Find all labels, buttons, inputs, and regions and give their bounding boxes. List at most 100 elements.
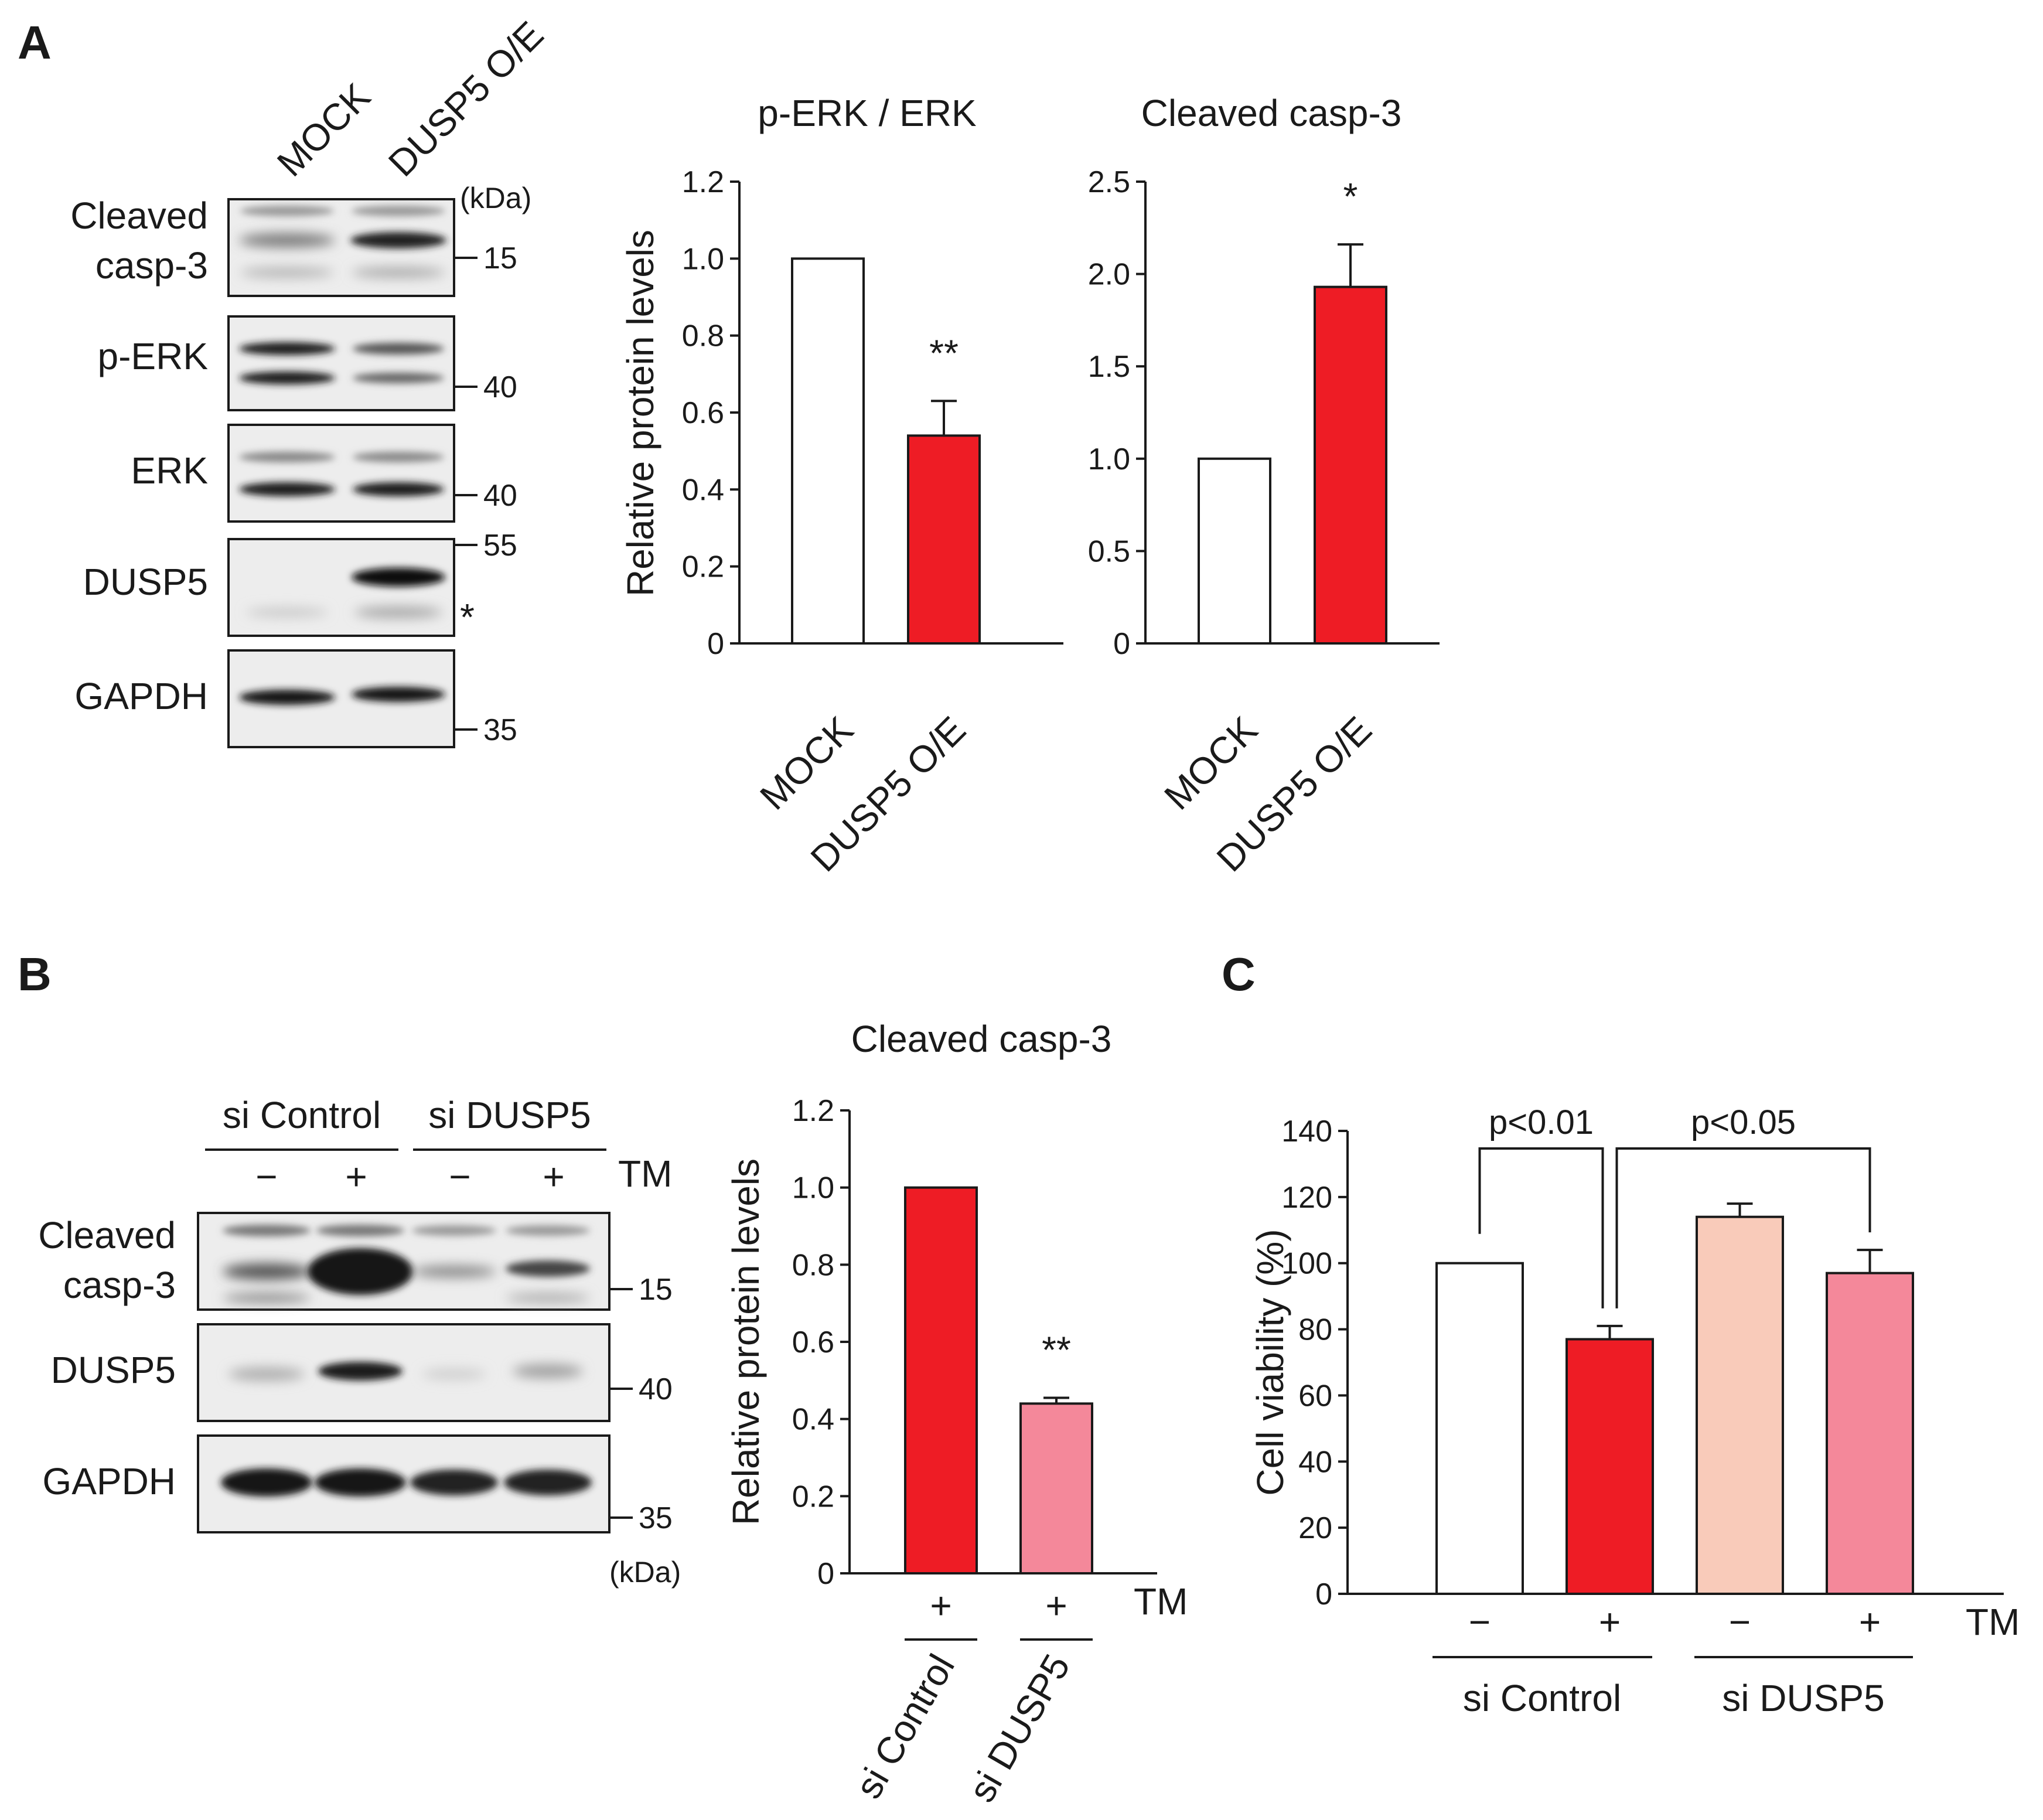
lane-label-dusp5-oe: DUSP5 O/E bbox=[380, 13, 551, 185]
kda-label-b: (kDa) bbox=[609, 1556, 681, 1589]
marker-label: 35 bbox=[483, 713, 517, 747]
blot-label: GAPDH bbox=[42, 1460, 176, 1502]
blot-b-gapdh: GAPDH 35 bbox=[42, 1434, 673, 1535]
panel-c-letter: C bbox=[1222, 948, 1256, 1000]
y-tick-label: 140 bbox=[1281, 1115, 1332, 1148]
marker-label: 15 bbox=[483, 241, 517, 275]
comparison-bracket bbox=[1615, 1147, 1871, 1308]
y-tick-label: 60 bbox=[1298, 1379, 1332, 1413]
blot-label: casp-3 bbox=[96, 244, 208, 287]
blot-label: DUSP5 bbox=[51, 1349, 176, 1391]
blot-label: DUSP5 bbox=[83, 561, 208, 603]
y-tick-label: 0 bbox=[1315, 1577, 1332, 1611]
comparison-label: p<0.05 bbox=[1691, 1103, 1796, 1141]
significance-mark: ** bbox=[929, 332, 959, 374]
y-tick-label: 0.8 bbox=[682, 319, 724, 353]
tm-label-b: TM bbox=[618, 1153, 672, 1195]
y-tick-label: 0.2 bbox=[682, 550, 724, 584]
chart-title: Cleaved casp-3 bbox=[1141, 92, 1402, 134]
y-tick-label: 0.6 bbox=[792, 1325, 834, 1359]
y-tick-label: 80 bbox=[1298, 1313, 1332, 1347]
y-tick-label: 2.5 bbox=[1088, 165, 1130, 199]
blot-a-erk: ERK 40 bbox=[131, 424, 517, 523]
x-category-label: MOCK bbox=[752, 708, 861, 818]
chart-title: Cleaved casp-3 bbox=[851, 1018, 1112, 1060]
y-tick-label: 1.2 bbox=[792, 1094, 834, 1128]
y-axis-label: Relative protein levels bbox=[725, 1158, 767, 1525]
significance-mark: * bbox=[1343, 175, 1358, 217]
group-label: si DUSP5 bbox=[1722, 1677, 1884, 1719]
tm-sign: − bbox=[449, 1156, 470, 1198]
y-tick-label: 20 bbox=[1298, 1511, 1332, 1545]
tm-sign: + bbox=[1599, 1601, 1621, 1643]
tm-label: TM bbox=[1966, 1601, 2020, 1643]
y-tick-label: 1.5 bbox=[1088, 350, 1130, 384]
bar bbox=[1826, 1272, 1914, 1595]
blot-label: Cleaved bbox=[70, 195, 208, 237]
y-tick-label: 0.5 bbox=[1088, 534, 1130, 568]
y-tick-label: 0.6 bbox=[682, 396, 724, 430]
chart-title: p-ERK / ERK bbox=[758, 92, 976, 134]
blot-b-dusp5: DUSP5 40 bbox=[51, 1323, 673, 1422]
x-category-label: si Control bbox=[847, 1647, 963, 1805]
blot-label: ERK bbox=[131, 449, 208, 492]
blot-a-p-erk: p-ERK 40 bbox=[98, 315, 517, 411]
blot-a-cleaved-casp3: Cleaved casp-3 15 bbox=[70, 195, 517, 297]
y-tick-label: 0 bbox=[707, 627, 724, 661]
y-tick-label: 1.2 bbox=[682, 165, 724, 199]
marker-label: 15 bbox=[639, 1273, 673, 1307]
comparison-bracket bbox=[1478, 1147, 1604, 1308]
panel-a-letter: A bbox=[18, 16, 52, 69]
bar bbox=[1435, 1262, 1524, 1596]
tm-sign: − bbox=[255, 1156, 277, 1198]
y-tick-label: 120 bbox=[1281, 1181, 1332, 1215]
y-tick-label: 2.0 bbox=[1088, 258, 1130, 292]
bar bbox=[1019, 1402, 1093, 1574]
marker-label: 55 bbox=[483, 529, 517, 563]
y-tick-label: 0.4 bbox=[792, 1403, 834, 1437]
y-tick-label: 40 bbox=[1298, 1445, 1332, 1479]
marker-label: 35 bbox=[639, 1501, 673, 1535]
group-label: si Control bbox=[1463, 1677, 1621, 1719]
y-tick-label: 1.0 bbox=[792, 1171, 834, 1205]
blot-label: Cleaved bbox=[38, 1214, 176, 1256]
bar bbox=[904, 1186, 978, 1574]
tm-sign: − bbox=[1469, 1601, 1491, 1643]
blot-a-gapdh: GAPDH 35 bbox=[74, 649, 517, 748]
y-tick-label: 0.4 bbox=[682, 473, 724, 507]
panel-a: A MOCK DUSP5 O/E (kDa) Cleaved casp-3 15… bbox=[18, 13, 551, 748]
tm-sign: − bbox=[1729, 1601, 1751, 1643]
significance-mark: ** bbox=[1042, 1328, 1071, 1371]
panel-b: B si Control si DUSP5 − + − + TM Cleaved… bbox=[18, 948, 681, 1589]
blot-label: GAPDH bbox=[74, 675, 208, 717]
blot-a-dusp5: DUSP5 55 * bbox=[83, 529, 517, 638]
tm-sign: + bbox=[1859, 1601, 1881, 1643]
bar bbox=[1696, 1215, 1784, 1596]
bar bbox=[1565, 1338, 1654, 1595]
y-tick-label: 0 bbox=[1113, 627, 1130, 661]
tm-sign: + bbox=[543, 1156, 564, 1198]
y-tick-label: 0.2 bbox=[792, 1480, 834, 1514]
chart-c-cell-viability: Cell viability (%) 0 20 40 60 80 100 120 140 − + − +… bbox=[1249, 1103, 2020, 1719]
marker-label: 40 bbox=[483, 370, 517, 404]
panel-b-letter: B bbox=[18, 948, 52, 1000]
group-label-si-control: si Control bbox=[223, 1094, 381, 1136]
y-axis-label: Relative protein levels bbox=[619, 230, 661, 597]
bar bbox=[1314, 285, 1387, 645]
blot-label: p-ERK bbox=[98, 335, 209, 377]
bar bbox=[791, 257, 865, 645]
blot-b-cleaved-casp3: Cleaved casp-3 15 bbox=[38, 1212, 673, 1311]
tm-label: TM bbox=[1134, 1580, 1188, 1623]
blot-label: casp-3 bbox=[63, 1264, 176, 1306]
y-tick-label: 0 bbox=[817, 1557, 834, 1591]
y-tick-label: 100 bbox=[1281, 1247, 1332, 1281]
comparison-label: p<0.01 bbox=[1489, 1103, 1594, 1141]
y-tick-label: 1.0 bbox=[682, 242, 724, 276]
kda-label-a: (kDa) bbox=[460, 182, 531, 214]
y-axis-label: Cell viability (%) bbox=[1249, 1229, 1291, 1495]
y-tick-label: 1.0 bbox=[1088, 442, 1130, 476]
lane-label-mock: MOCK bbox=[269, 75, 378, 185]
panel-c: C bbox=[1222, 948, 1256, 1000]
marker-label: 40 bbox=[639, 1372, 673, 1406]
nonspecific-band-asterisk: * bbox=[460, 596, 475, 638]
